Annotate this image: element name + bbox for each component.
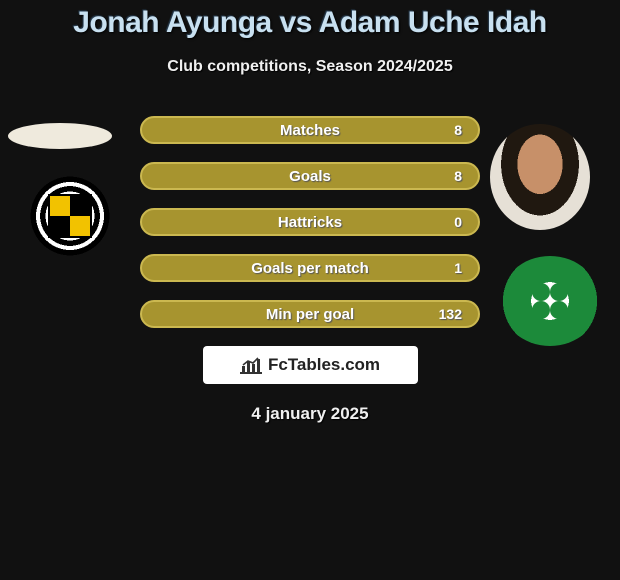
stat-row-goals-per-match: Goals per match 1 bbox=[140, 254, 480, 282]
player2-club-badge bbox=[500, 256, 600, 346]
subtitle: Club competitions, Season 2024/2025 bbox=[0, 58, 620, 76]
club1-crest-icon bbox=[48, 194, 92, 238]
brand-text: FcTables.com bbox=[268, 355, 380, 375]
stat-row-min-per-goal: Min per goal 132 bbox=[140, 300, 480, 328]
stat-row-goals: Goals 8 bbox=[140, 162, 480, 190]
player1-club-badge bbox=[20, 170, 120, 262]
player1-photo bbox=[8, 123, 112, 149]
page-title: Jonah Ayunga vs Adam Uche Idah bbox=[0, 0, 620, 40]
stat-row-hattricks: Hattricks 0 bbox=[140, 208, 480, 236]
stat-value: 8 bbox=[454, 168, 462, 184]
stat-row-matches: Matches 8 bbox=[140, 116, 480, 144]
stat-label: Goals bbox=[289, 168, 331, 185]
stat-label: Hattricks bbox=[278, 214, 342, 231]
stat-label: Goals per match bbox=[251, 260, 369, 277]
stat-value: 1 bbox=[454, 260, 462, 276]
brand-box: FcTables.com bbox=[203, 346, 418, 384]
date-label: 4 january 2025 bbox=[0, 404, 620, 424]
bar-chart-icon bbox=[240, 356, 262, 374]
stat-value: 132 bbox=[439, 306, 462, 322]
stat-label: Matches bbox=[280, 122, 340, 139]
brand-label: FcTables.com bbox=[240, 355, 380, 375]
club2-crest-icon bbox=[530, 281, 570, 321]
stat-value: 8 bbox=[454, 122, 462, 138]
stat-label: Min per goal bbox=[266, 306, 354, 323]
player2-photo bbox=[490, 124, 590, 230]
stat-value: 0 bbox=[454, 214, 462, 230]
